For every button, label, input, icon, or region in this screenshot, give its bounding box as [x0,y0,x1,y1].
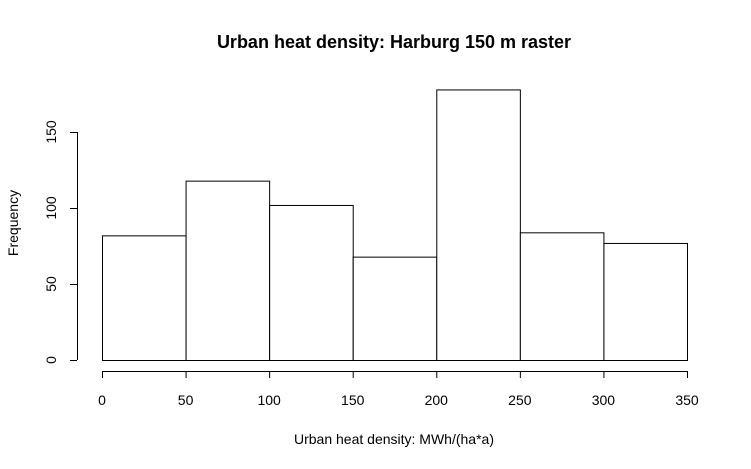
x-tick-label: 50 [178,392,194,408]
histogram-bar [436,89,521,361]
y-tick-label: 0 [43,356,59,364]
histogram-bar [603,242,689,362]
histogram-bar [185,180,271,361]
x-axis: 0 50 100 150 200 250 300 350 [98,371,699,408]
x-tick-label: 150 [341,392,365,408]
histogram-bar [269,204,354,361]
y-tick-label: 50 [43,276,59,292]
histogram-bar [102,235,187,361]
x-axis-label: Urban heat density: MWh/(ha*a) [294,431,494,447]
x-tick-label: 350 [675,392,699,408]
x-tick-label: 300 [592,392,616,408]
bars-group [102,89,689,362]
x-tick-label: 100 [257,392,281,408]
y-axis: 0 50 100 150 [43,120,78,364]
chart-title: Urban heat density: Harburg 150 m raster [217,32,571,52]
y-tick-label: 150 [43,120,59,144]
histogram-bar [352,256,438,362]
y-axis-label: Frequency [5,190,21,256]
x-tick-label: 200 [425,392,449,408]
x-tick-label: 0 [98,392,106,408]
y-tick-label: 100 [43,196,59,220]
x-tick-label: 250 [508,392,532,408]
histogram-bar [519,232,605,362]
